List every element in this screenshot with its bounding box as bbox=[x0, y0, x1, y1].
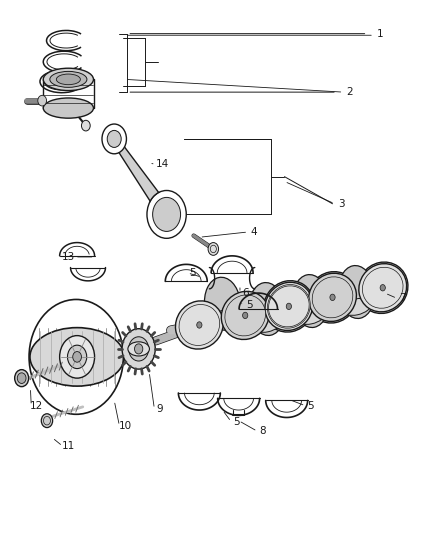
Ellipse shape bbox=[339, 265, 374, 318]
Circle shape bbox=[330, 294, 335, 301]
Ellipse shape bbox=[311, 276, 354, 319]
Circle shape bbox=[17, 373, 26, 383]
Ellipse shape bbox=[179, 304, 220, 345]
Text: 4: 4 bbox=[251, 227, 257, 237]
Circle shape bbox=[286, 303, 291, 310]
Ellipse shape bbox=[208, 310, 237, 327]
Ellipse shape bbox=[249, 282, 285, 335]
Ellipse shape bbox=[221, 292, 269, 340]
Circle shape bbox=[197, 322, 202, 328]
Text: 6: 6 bbox=[242, 288, 248, 298]
Circle shape bbox=[122, 329, 155, 369]
Text: 5: 5 bbox=[190, 268, 196, 278]
Ellipse shape bbox=[268, 285, 310, 328]
Text: 7: 7 bbox=[399, 293, 406, 303]
Text: 8: 8 bbox=[259, 426, 266, 437]
Ellipse shape bbox=[43, 68, 93, 91]
Ellipse shape bbox=[264, 281, 314, 332]
Circle shape bbox=[208, 243, 219, 255]
Ellipse shape bbox=[128, 342, 149, 356]
Circle shape bbox=[38, 95, 46, 106]
Circle shape bbox=[243, 312, 248, 319]
Circle shape bbox=[107, 131, 121, 148]
Circle shape bbox=[147, 190, 186, 238]
Ellipse shape bbox=[176, 301, 223, 349]
Circle shape bbox=[102, 124, 127, 154]
Polygon shape bbox=[112, 136, 171, 220]
Circle shape bbox=[129, 337, 148, 361]
Ellipse shape bbox=[205, 277, 240, 330]
Text: 13: 13 bbox=[62, 252, 75, 262]
Text: 2: 2 bbox=[346, 87, 353, 97]
Circle shape bbox=[73, 352, 81, 362]
Ellipse shape bbox=[312, 277, 353, 318]
Ellipse shape bbox=[268, 286, 309, 327]
Circle shape bbox=[152, 197, 180, 231]
Text: 5: 5 bbox=[246, 300, 253, 310]
Ellipse shape bbox=[252, 316, 282, 333]
Text: 5: 5 bbox=[307, 401, 314, 411]
Ellipse shape bbox=[307, 272, 358, 323]
Text: 11: 11 bbox=[62, 441, 75, 451]
Ellipse shape bbox=[342, 298, 371, 316]
Ellipse shape bbox=[309, 273, 357, 321]
Ellipse shape bbox=[225, 295, 265, 336]
Circle shape bbox=[81, 120, 90, 131]
Circle shape bbox=[60, 336, 95, 378]
Ellipse shape bbox=[357, 262, 408, 313]
Circle shape bbox=[67, 345, 87, 368]
Ellipse shape bbox=[296, 308, 325, 325]
Text: 12: 12 bbox=[30, 401, 43, 411]
Circle shape bbox=[380, 285, 385, 291]
Ellipse shape bbox=[362, 267, 403, 308]
Circle shape bbox=[14, 369, 28, 386]
Text: 14: 14 bbox=[155, 159, 169, 169]
Text: 1: 1 bbox=[377, 29, 384, 39]
Ellipse shape bbox=[361, 266, 404, 310]
Ellipse shape bbox=[30, 328, 124, 386]
Circle shape bbox=[41, 414, 53, 427]
Ellipse shape bbox=[57, 74, 81, 85]
Circle shape bbox=[134, 344, 143, 354]
Ellipse shape bbox=[359, 264, 406, 312]
Text: 3: 3 bbox=[338, 199, 345, 209]
Ellipse shape bbox=[43, 98, 93, 118]
Text: 10: 10 bbox=[119, 421, 132, 431]
Text: 9: 9 bbox=[157, 404, 163, 414]
Ellipse shape bbox=[265, 282, 313, 330]
Text: 5: 5 bbox=[233, 417, 240, 427]
Ellipse shape bbox=[293, 274, 329, 327]
Ellipse shape bbox=[50, 71, 87, 87]
